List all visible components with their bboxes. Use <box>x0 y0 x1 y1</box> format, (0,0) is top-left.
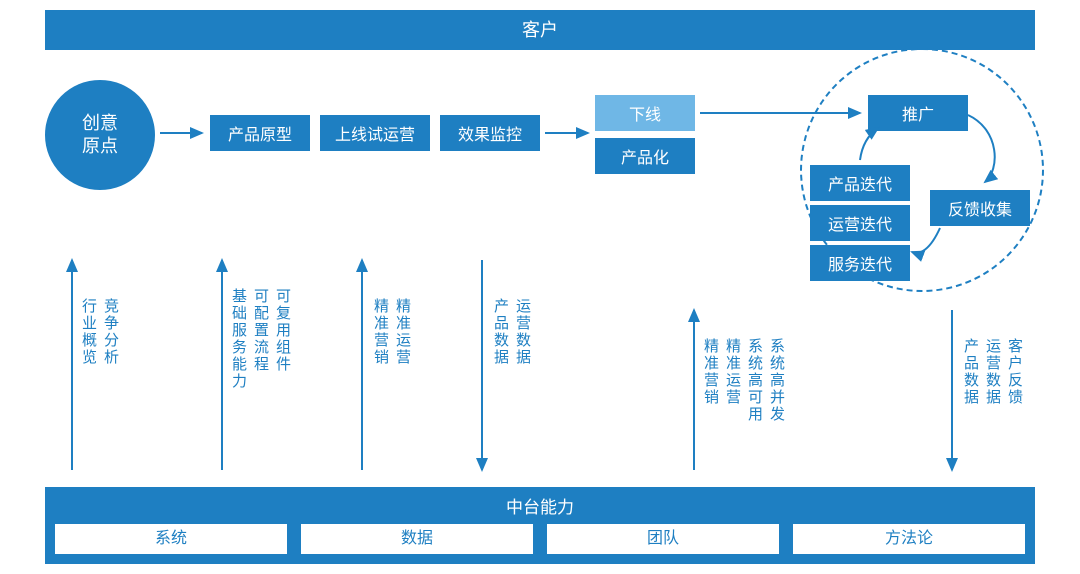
origin-label: 创意 原点 <box>82 112 118 159</box>
vlabel-product-data: 产品数据 <box>490 298 511 366</box>
top-bar-label: 客户 <box>522 20 558 40</box>
box-effect-monitor: 效果监控 <box>440 115 540 151</box>
box-label: 反馈收集 <box>948 196 1012 220</box>
box-label: 推广 <box>902 101 934 125</box>
box-offline: 下线 <box>595 95 695 131</box>
vlabel-precise-marketing: 精准营销 <box>370 298 391 366</box>
box-label: 运营迭代 <box>828 211 892 235</box>
box-label: 产品化 <box>621 144 669 168</box>
vlabel-precise-operation2: 精准运营 <box>722 338 743 406</box>
origin-circle: 创意 原点 <box>45 80 155 190</box>
box-label: 产品原型 <box>228 121 292 145</box>
vlabel-operation-data2: 运营数据 <box>982 338 1003 406</box>
vlabel-sys-ha: 系统高可用 <box>744 338 765 423</box>
box-productize: 产品化 <box>595 138 695 174</box>
vlabel-customer-feedback: 客户反馈 <box>1004 338 1025 406</box>
vlabel-industry-overview: 行业概览 <box>78 298 99 366</box>
vlabel-precise-marketing2: 精准营销 <box>700 338 721 406</box>
bottom-platform: 中台能力 系统 数据 团队 方法论 <box>45 487 1035 564</box>
bottom-cell-team: 团队 <box>547 524 779 554</box>
box-label: 产品迭代 <box>828 171 892 195</box>
vlabel-basic-service: 基础服务能力 <box>228 288 249 390</box>
vlabel-precise-operation: 精准运营 <box>392 298 413 366</box>
box-promote: 推广 <box>868 95 968 131</box>
vlabel-product-data2: 产品数据 <box>960 338 981 406</box>
box-product-prototype: 产品原型 <box>210 115 310 151</box>
box-iter-product: 产品迭代 <box>810 165 910 201</box>
box-label: 服务迭代 <box>828 251 892 275</box>
box-label: 效果监控 <box>458 121 522 145</box>
vlabel-sys-concurrent: 系统高并发 <box>766 338 787 423</box>
bottom-title: 中台能力 <box>55 493 1025 518</box>
bottom-row: 系统 数据 团队 方法论 <box>55 524 1025 554</box>
bottom-cell-system: 系统 <box>55 524 287 554</box>
vlabel-operation-data: 运营数据 <box>512 298 533 366</box>
vlabel-competition: 竞争分析 <box>100 298 121 366</box>
top-bar: 客户 <box>45 10 1035 50</box>
box-feedback: 反馈收集 <box>930 190 1030 226</box>
bottom-cell-method: 方法论 <box>793 524 1025 554</box>
vlabel-reuse-component: 可复用组件 <box>272 288 293 373</box>
box-iter-service: 服务迭代 <box>810 245 910 281</box>
box-trial-operation: 上线试运营 <box>320 115 430 151</box>
box-iter-operation: 运营迭代 <box>810 205 910 241</box>
vlabel-config-flow: 可配置流程 <box>250 288 271 373</box>
box-label: 下线 <box>629 101 661 125</box>
box-label: 上线试运营 <box>335 121 415 145</box>
bottom-cell-data: 数据 <box>301 524 533 554</box>
